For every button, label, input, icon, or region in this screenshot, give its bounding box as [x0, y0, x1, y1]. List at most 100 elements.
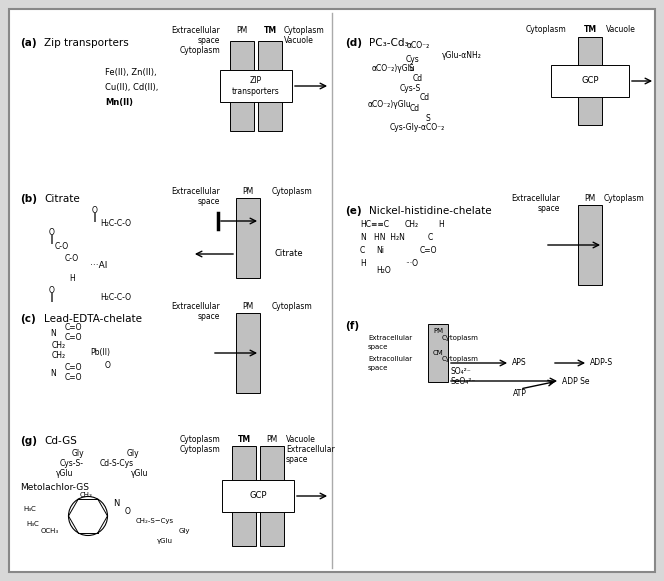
Bar [578, 37, 602, 125]
Text: Extracellular: Extracellular [511, 195, 560, 203]
Text: Lead-EDTA-chelate: Lead-EDTA-chelate [44, 314, 142, 324]
Text: Cytoplasm: Cytoplasm [272, 303, 313, 311]
Text: Cd: Cd [410, 105, 420, 113]
Bar [551, 65, 629, 97]
Text: C: C [360, 246, 365, 256]
Text: (c): (c) [20, 314, 36, 324]
Text: αCO⁻₂)γGlu: αCO⁻₂)γGlu [368, 101, 412, 109]
Text: O: O [125, 507, 131, 515]
Text: C=O: C=O [65, 374, 82, 382]
Bar [230, 41, 254, 131]
Text: PM: PM [242, 188, 254, 196]
Text: Metolachlor-GS: Metolachlor-GS [20, 482, 89, 492]
Text: space: space [198, 313, 220, 321]
Text: CM: CM [433, 350, 444, 356]
Text: C=O: C=O [65, 364, 82, 372]
Text: Cytoplasm: Cytoplasm [179, 435, 220, 443]
Text: Cytoplasm: Cytoplasm [272, 188, 313, 196]
Text: O: O [105, 361, 111, 371]
Text: Vacuole: Vacuole [286, 435, 316, 443]
Text: H: H [360, 260, 366, 268]
Text: H₂C-C-O: H₂C-C-O [100, 293, 131, 303]
Text: (f): (f) [345, 321, 359, 331]
Text: Pb(II): Pb(II) [90, 349, 110, 357]
Text: Cys-Gly-αCO⁻₂: Cys-Gly-αCO⁻₂ [390, 124, 446, 132]
Text: Cys-S: Cys-S [400, 84, 421, 94]
Bar [428, 324, 448, 382]
Bar [236, 198, 260, 278]
Text: Extracollular: Extracollular [368, 356, 412, 362]
Bar [236, 313, 260, 393]
Text: SO₄²⁻: SO₄²⁻ [450, 367, 471, 375]
Text: Mn(II): Mn(II) [105, 99, 133, 107]
Text: Extracellular: Extracellular [286, 444, 335, 454]
Text: C=O: C=O [420, 246, 438, 256]
Text: N: N [360, 234, 366, 242]
Text: Cu(II), Cd(II),: Cu(II), Cd(II), [105, 84, 159, 92]
Text: O: O [49, 286, 55, 296]
Text: ZIP
transporters: ZIP transporters [232, 76, 280, 96]
Text: Fe(II), Zn(II),: Fe(II), Zn(II), [105, 69, 157, 77]
Text: space: space [368, 365, 388, 371]
Text: HC≡≡C: HC≡≡C [360, 221, 389, 229]
Text: (b): (b) [20, 194, 37, 204]
Text: γGlu: γGlu [157, 538, 173, 544]
Text: ATP: ATP [513, 389, 527, 397]
Text: OCH₃: OCH₃ [41, 528, 59, 534]
Text: C=O: C=O [65, 324, 82, 332]
Text: Cytoplasm: Cytoplasm [284, 27, 325, 35]
Text: γGlu: γGlu [56, 469, 74, 479]
Bar [578, 205, 602, 285]
Text: N: N [113, 498, 119, 507]
Text: Vacuole: Vacuole [284, 37, 314, 45]
Text: Gly: Gly [72, 450, 84, 458]
Text: H₃C: H₃C [27, 521, 39, 527]
Text: C-O: C-O [55, 242, 69, 252]
Text: S: S [426, 114, 430, 124]
Text: GCP: GCP [581, 77, 599, 85]
Text: N: N [50, 368, 56, 378]
Bar [232, 446, 256, 546]
Text: space: space [286, 454, 308, 464]
Text: Cd-GS: Cd-GS [44, 436, 77, 446]
Text: Cytoplasm: Cytoplasm [525, 24, 566, 34]
Text: GCP: GCP [249, 492, 267, 500]
Text: CH₃: CH₃ [80, 492, 92, 498]
Text: (d): (d) [345, 38, 362, 48]
Text: S: S [408, 64, 413, 74]
Text: ‖: ‖ [50, 293, 54, 303]
Text: γGlu-αNH₂: γGlu-αNH₂ [442, 51, 482, 59]
Text: CH₂: CH₂ [52, 342, 66, 350]
Text: PM: PM [266, 435, 278, 443]
Text: Cys-S-: Cys-S- [60, 460, 84, 468]
Text: Cytoplasm: Cytoplasm [179, 46, 220, 56]
Text: Cytoplasm: Cytoplasm [442, 356, 479, 362]
Text: Cd: Cd [420, 94, 430, 102]
Text: (g): (g) [20, 436, 37, 446]
Text: PC₃-Cd₃: PC₃-Cd₃ [369, 38, 408, 48]
Text: TM: TM [238, 435, 250, 443]
Text: ‖: ‖ [93, 213, 97, 223]
Text: PM: PM [433, 328, 443, 334]
Text: PM: PM [236, 27, 248, 35]
Text: N: N [50, 328, 56, 338]
Text: Extracellular: Extracellular [171, 188, 220, 196]
Text: Gly: Gly [178, 528, 190, 534]
Text: H₂O: H₂O [376, 267, 390, 275]
Text: Citrate: Citrate [44, 194, 80, 204]
Text: APS: APS [512, 358, 527, 368]
Text: CH₂: CH₂ [405, 221, 419, 229]
Text: Cys: Cys [405, 55, 419, 63]
Text: Extracellular: Extracellular [368, 335, 412, 341]
Text: Extracellular: Extracellular [171, 303, 220, 311]
Bar [260, 446, 284, 546]
Text: (a): (a) [20, 38, 37, 48]
Text: C=O: C=O [65, 333, 82, 343]
Text: ADP-S: ADP-S [590, 358, 613, 368]
Text: αCO⁻₂)γGlu: αCO⁻₂)γGlu [372, 64, 416, 74]
Text: CH₂-S−Cys: CH₂-S−Cys [136, 518, 174, 524]
Text: HN  H₂N: HN H₂N [374, 234, 405, 242]
Text: TM: TM [264, 27, 277, 35]
Text: space: space [198, 198, 220, 206]
Text: Cd-S-Cys: Cd-S-Cys [100, 460, 134, 468]
